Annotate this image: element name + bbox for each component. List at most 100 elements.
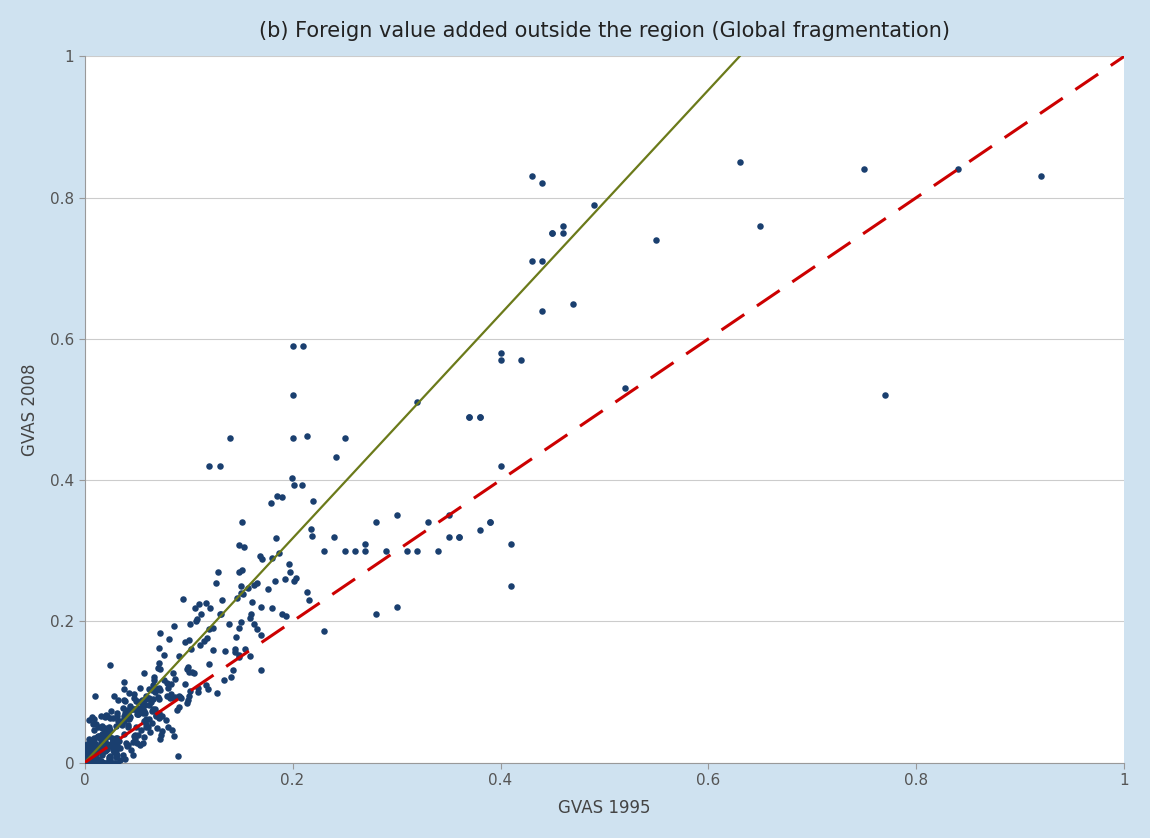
Point — [98, 727, 116, 740]
Point — [225, 643, 244, 656]
Point — [87, 756, 106, 769]
Point — [470, 523, 489, 536]
Point — [169, 749, 187, 763]
Point — [356, 544, 375, 557]
Point — [118, 718, 137, 732]
Point — [245, 618, 263, 631]
Point — [125, 687, 144, 701]
Point — [166, 730, 184, 743]
Point — [93, 748, 112, 762]
Point — [207, 577, 225, 590]
Point — [115, 675, 133, 688]
Point — [185, 666, 204, 680]
Point — [388, 509, 406, 522]
Point — [522, 169, 540, 183]
Point — [267, 531, 285, 545]
Point — [140, 712, 159, 726]
Point — [283, 472, 301, 485]
Point — [90, 755, 108, 768]
Point — [481, 515, 499, 529]
Point — [302, 530, 321, 543]
Point — [125, 728, 144, 742]
Point — [239, 581, 258, 594]
Point — [139, 721, 158, 734]
Point — [108, 738, 126, 752]
Point — [105, 689, 123, 702]
Point — [277, 609, 296, 623]
Point — [95, 721, 114, 734]
Point — [94, 756, 113, 769]
Point — [105, 739, 123, 753]
Point — [94, 727, 113, 740]
Point — [146, 685, 164, 699]
Point — [107, 732, 125, 745]
Point — [115, 715, 133, 728]
Point — [97, 708, 115, 722]
Point — [85, 742, 104, 755]
Point — [137, 690, 155, 703]
Point — [107, 740, 125, 753]
Point — [408, 396, 427, 409]
Point — [299, 593, 317, 607]
Point — [82, 751, 100, 764]
Title: (b) Foreign value added outside the region (Global fragmentation): (b) Foreign value added outside the regi… — [259, 21, 950, 41]
Point — [108, 693, 126, 706]
Point — [159, 681, 177, 695]
Point — [200, 657, 218, 670]
Point — [126, 721, 145, 734]
Point — [161, 691, 179, 705]
Point — [148, 691, 167, 704]
Point — [164, 619, 183, 633]
Point — [83, 756, 101, 769]
Point — [100, 752, 118, 765]
Point — [106, 742, 124, 755]
Point — [76, 747, 94, 760]
Point — [77, 756, 95, 769]
Point — [85, 737, 104, 751]
Point — [87, 756, 106, 769]
Point — [120, 710, 138, 723]
Point — [301, 522, 320, 535]
Point — [118, 706, 137, 720]
Point — [100, 750, 118, 763]
Point — [259, 582, 277, 596]
Point — [153, 725, 171, 738]
Point — [115, 682, 133, 696]
Point — [532, 177, 551, 190]
Point — [118, 738, 137, 752]
Point — [262, 551, 281, 565]
Point — [151, 706, 169, 720]
Point — [367, 608, 385, 621]
Point — [81, 753, 99, 767]
Point — [97, 725, 115, 738]
Point — [170, 689, 189, 702]
Point — [81, 756, 99, 769]
Point — [116, 737, 135, 750]
Point — [245, 578, 263, 592]
Point — [89, 742, 107, 756]
Point — [76, 756, 94, 769]
Point — [450, 530, 468, 543]
Point — [178, 662, 197, 675]
Point — [616, 381, 635, 395]
Point — [439, 509, 458, 522]
Point — [93, 719, 112, 732]
Point — [194, 634, 213, 648]
Point — [158, 676, 176, 690]
Point — [133, 696, 152, 710]
Point — [109, 715, 128, 728]
Point — [85, 735, 104, 748]
Point — [126, 702, 145, 716]
Point — [151, 683, 169, 696]
Point — [87, 743, 106, 757]
Point — [91, 755, 109, 768]
Point — [163, 666, 182, 680]
Point — [79, 752, 98, 765]
Point — [93, 722, 112, 735]
Point — [121, 699, 139, 712]
Point — [377, 544, 396, 557]
Point — [144, 692, 162, 706]
Point — [262, 496, 281, 510]
Point — [185, 602, 204, 615]
Point — [164, 691, 183, 704]
